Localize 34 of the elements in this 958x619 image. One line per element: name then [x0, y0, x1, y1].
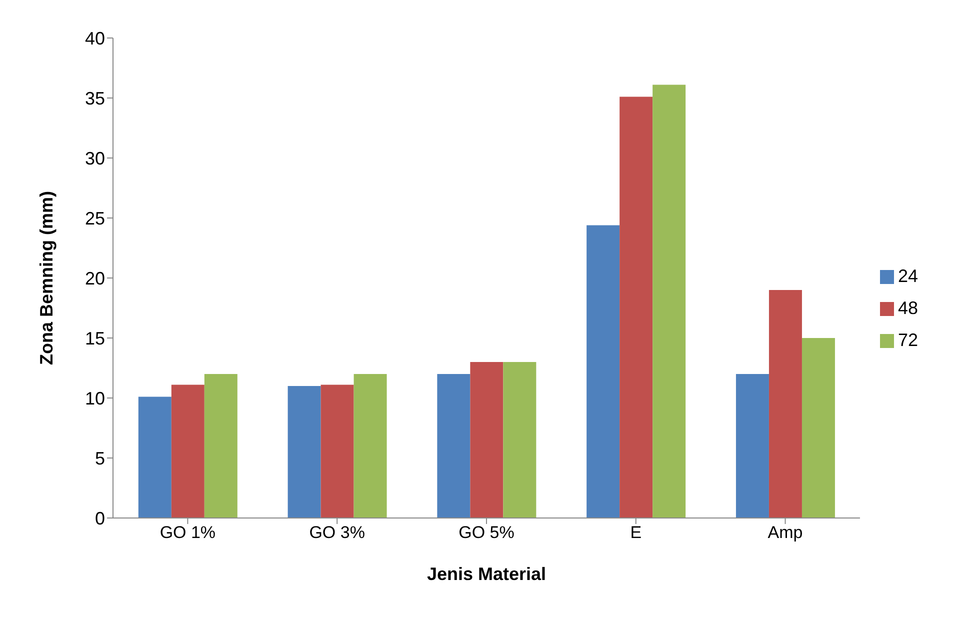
y-tick-label: 0 [94, 508, 105, 528]
bar [768, 290, 802, 518]
bar [652, 84, 686, 518]
bar [354, 374, 387, 518]
bar [802, 338, 835, 518]
y-tick-label: 20 [84, 268, 105, 288]
x-axis-title: Jenis Material [426, 564, 546, 584]
bar [320, 384, 354, 518]
bar [620, 96, 653, 518]
x-tick-label: GO 3% [309, 523, 365, 542]
bar [470, 362, 504, 518]
y-tick-label: 40 [84, 28, 105, 48]
y-tick-label: 35 [84, 88, 105, 108]
x-tick-label: GO 1% [160, 523, 216, 542]
legend-label: 48 [898, 298, 918, 318]
y-tick-label: 5 [94, 448, 105, 468]
bar [736, 374, 769, 518]
x-tick-label: E [630, 523, 642, 542]
y-tick-label: 15 [84, 328, 105, 348]
bar [204, 374, 238, 518]
legend-label: 72 [898, 330, 918, 350]
bar [288, 386, 321, 518]
x-tick-label: Amp [768, 523, 803, 542]
bar [138, 396, 172, 518]
y-axis-title: Zona Bemning (mm) [36, 190, 56, 365]
bar [586, 225, 620, 518]
y-tick-label: 30 [84, 148, 105, 168]
legend-label: 24 [898, 266, 918, 286]
bar [437, 374, 470, 518]
bar [503, 362, 536, 518]
y-tick-label: 25 [84, 208, 105, 228]
y-tick-label: 10 [84, 388, 105, 408]
bar [171, 384, 204, 518]
x-tick-label: GO 5% [458, 523, 514, 542]
